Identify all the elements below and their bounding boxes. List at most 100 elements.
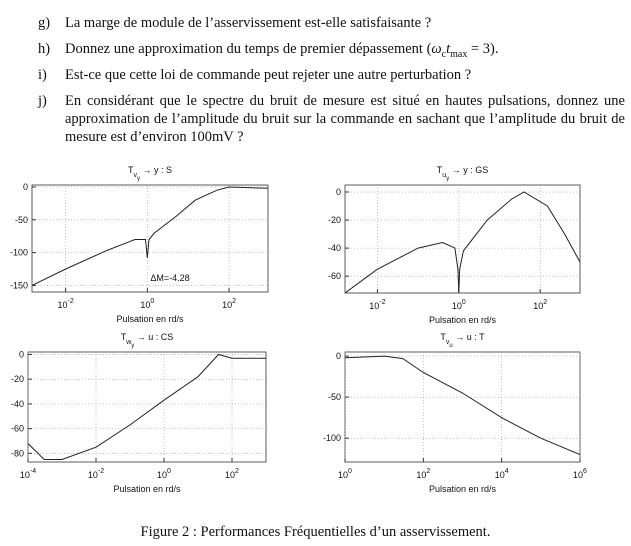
y-tick-label: -40	[11, 399, 24, 409]
x-tick-base: 10	[416, 470, 426, 480]
question-label: j)	[38, 93, 47, 109]
x-tick-base: 10	[533, 301, 543, 311]
title-subsub: u	[449, 343, 452, 349]
chart-title: Tvu → u : T	[440, 332, 485, 349]
curve	[345, 191, 580, 293]
x-tick-label: 10-4	[20, 468, 36, 480]
title-subsub: y	[131, 343, 134, 349]
question-label: g)	[38, 15, 51, 31]
x-tick-label: 10-2	[58, 298, 74, 310]
y-tick-label: -20	[11, 374, 24, 384]
chart-title: Tvy → y : S	[128, 165, 172, 182]
x-tick-exponent: 4	[505, 468, 509, 475]
x-tick-label: 102	[533, 299, 547, 311]
title-base: T	[128, 165, 134, 175]
x-tick-base: 10	[20, 470, 30, 480]
x-tick-base: 10	[338, 470, 348, 480]
y-tick-label: 0	[19, 349, 24, 359]
y-tick-label: -100	[323, 433, 341, 443]
text: Donnez une approximation du temps de pre…	[65, 41, 432, 57]
y-tick-label: -100	[10, 248, 28, 258]
x-tick-exponent: 0	[462, 299, 466, 306]
x-tick-exponent: 0	[150, 298, 154, 305]
title-base: T	[437, 165, 443, 175]
x-tick-exponent: -2	[379, 299, 385, 306]
title-sub: u	[442, 172, 446, 179]
x-tick-label: 102	[222, 298, 236, 310]
x-tick-exponent: 0	[167, 468, 171, 475]
x-tick-exponent: 6	[583, 468, 587, 475]
question-text: En considérant que le spectre du bruit d…	[65, 93, 625, 145]
question-label: i)	[38, 67, 47, 83]
y-tick-label: -60	[328, 271, 341, 281]
x-tick-exponent: 0	[348, 468, 352, 475]
y-tick-label: 0	[23, 182, 28, 192]
x-tick-exponent: 2	[426, 468, 430, 475]
y-tick-label: -80	[11, 448, 24, 458]
question-text: Est-ce que cette loi de commande peut re…	[65, 67, 472, 83]
title-tail: → u : T	[453, 332, 485, 342]
x-tick-label: 10-2	[88, 468, 104, 480]
curve	[32, 186, 268, 286]
y-tick-label: 0	[336, 351, 341, 361]
x-tick-base: 10	[369, 301, 379, 311]
x-tick-base: 10	[225, 470, 235, 480]
text: = 3).	[467, 41, 499, 57]
plot-area	[344, 351, 581, 463]
question-text: La marge de module de l’asservissement e…	[65, 15, 432, 31]
math: ω	[431, 41, 442, 57]
title-tail: → u : CS	[134, 332, 173, 342]
curve	[345, 355, 580, 456]
title-sub: v	[446, 339, 450, 346]
question-label: h)	[38, 41, 51, 57]
x-axis-label: Pulsation en rd/s	[116, 314, 184, 324]
x-tick-exponent: -2	[98, 468, 104, 475]
math: max	[450, 48, 468, 60]
x-tick-label: 106	[573, 468, 587, 480]
chart-title: Twy → u : CS	[121, 332, 174, 349]
curve	[28, 353, 266, 460]
x-tick-exponent: -4	[30, 468, 36, 475]
title-subsub: y	[137, 176, 140, 182]
y-tick-label: 0	[336, 187, 341, 197]
x-tick-base: 10	[452, 301, 462, 311]
x-tick-base: 10	[157, 470, 167, 480]
title-base: T	[440, 332, 446, 342]
annotation: ΔM=-4.28	[150, 273, 189, 283]
x-tick-label: 100	[140, 298, 154, 310]
chart-title: Tuy → y : GS	[437, 165, 488, 182]
x-tick-base: 10	[222, 300, 232, 310]
x-tick-label: 10-2	[369, 299, 385, 311]
y-tick-label: -150	[10, 280, 28, 290]
x-tick-label: 102	[416, 468, 430, 480]
x-tick-exponent: 2	[543, 299, 547, 306]
title-sub: w	[125, 339, 132, 346]
x-axis-label: Pulsation en rd/s	[113, 484, 181, 494]
x-tick-label: 102	[225, 468, 239, 480]
math: c	[441, 48, 447, 60]
x-tick-exponent: 2	[232, 298, 236, 305]
x-tick-exponent: -2	[68, 298, 74, 305]
math: t	[446, 41, 451, 57]
title-base: T	[121, 332, 127, 342]
plot-area	[344, 184, 581, 294]
x-tick-label: 100	[157, 468, 171, 480]
x-tick-base: 10	[495, 470, 505, 480]
y-tick-label: -20	[328, 215, 341, 225]
title-sub: v	[133, 172, 137, 179]
title-tail: → y : S	[140, 165, 172, 175]
x-axis-label: Pulsation en rd/s	[429, 484, 497, 494]
x-tick-base: 10	[88, 470, 98, 480]
x-axis-label: Pulsation en rd/s	[429, 315, 497, 325]
y-tick-label: -60	[11, 424, 24, 434]
y-tick-label: -50	[328, 392, 341, 402]
x-tick-base: 10	[140, 300, 150, 310]
x-tick-base: 10	[58, 300, 68, 310]
x-tick-label: 100	[452, 299, 466, 311]
x-tick-base: 10	[573, 470, 583, 480]
title-subsub: y	[446, 176, 449, 182]
y-tick-label: -40	[328, 243, 341, 253]
caption: Figure 2 : Performances Fréquentielles d…	[140, 524, 491, 540]
